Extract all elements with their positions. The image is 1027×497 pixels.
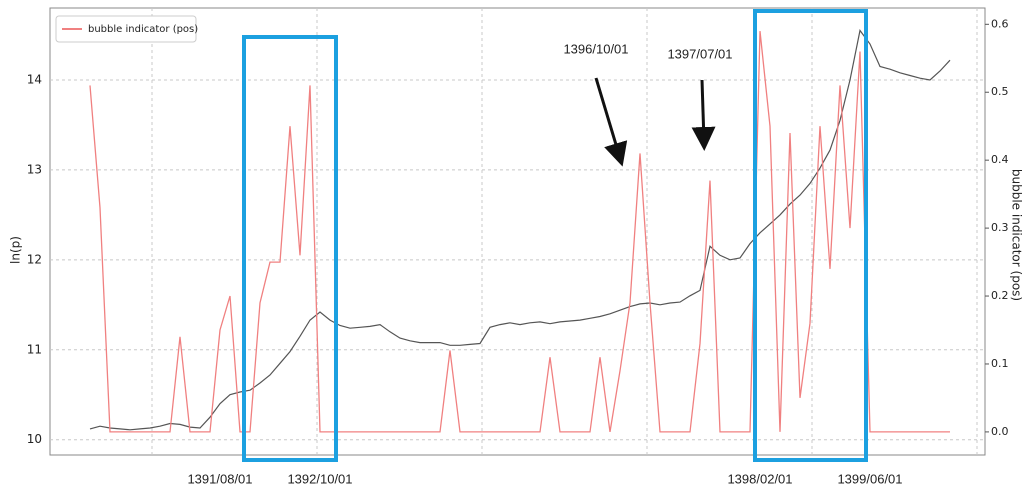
legend-box [55, 15, 197, 43]
annotation: 1397/07/01 [667, 46, 732, 61]
y-tick-label: 12 [27, 252, 42, 266]
highlight-box [753, 9, 868, 462]
series-line [89, 29, 951, 431]
highlight-box [242, 35, 338, 462]
y2-tick-label: 0.3 [991, 221, 1009, 234]
y2-tick-label: 0.0 [991, 425, 1009, 438]
plot-frame [49, 7, 986, 456]
x-tick-label: 1398/02/01 [727, 471, 792, 486]
arrow [691, 79, 716, 151]
annotation: 1396/10/01 [563, 41, 628, 56]
y2-tick-label: 0.1 [991, 357, 1009, 370]
data-layer [50, 29, 985, 441]
y2-tick-label: 0.6 [991, 17, 1009, 30]
x-tick-label: 1391/08/01 [187, 471, 252, 486]
y-tick-label: 13 [27, 162, 42, 176]
x-tick-label: 1399/06/01 [837, 471, 902, 486]
y-tick-label: 10 [27, 432, 42, 446]
y-tick-label: 14 [27, 72, 42, 86]
arrow [594, 77, 628, 167]
y2-tick-label: 0.4 [991, 153, 1009, 166]
series-line [89, 31, 950, 433]
y2-axis-label: bubble indicator (pos) [1010, 169, 1024, 301]
x-tick-label: 1392/10/01 [287, 471, 352, 486]
vertical-grid [151, 8, 978, 455]
y-tick-label: 11 [27, 342, 42, 356]
y-axis-label: ln(p) [9, 236, 23, 264]
y2-tick-label: 0.2 [991, 289, 1009, 302]
y2-tick-label: 0.5 [991, 85, 1009, 98]
legend-label: bubble indicator (pos) [88, 24, 198, 35]
